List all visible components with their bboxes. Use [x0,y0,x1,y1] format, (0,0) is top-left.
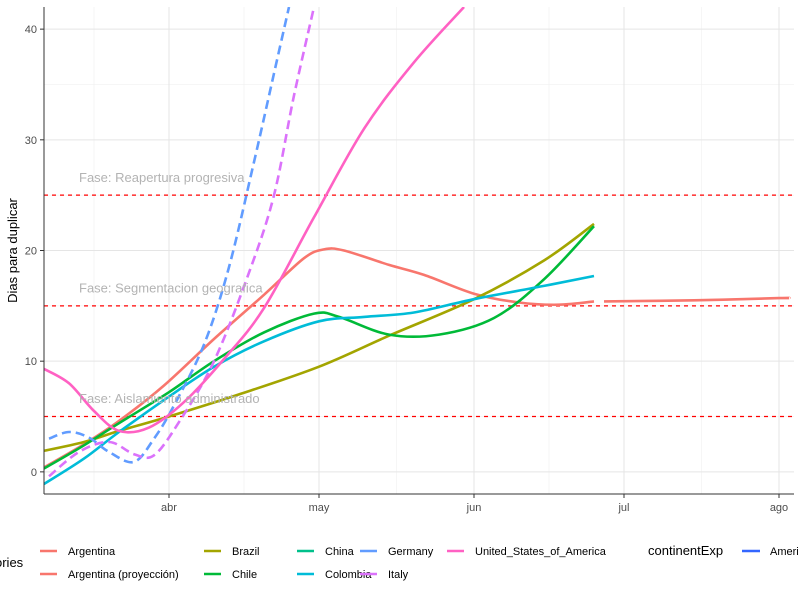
legend-item: Argentina (proyección) [40,569,179,581]
legend-label: Italy [388,569,409,581]
legend-item: Colombia [297,569,372,581]
y-tick-label: 0 [31,467,37,479]
y-axis-title: Dias para duplicar [5,197,20,302]
legend-label: United_States_of_America [475,546,607,558]
series-line-brazil [44,222,595,453]
axes: 0 10 20 30 40 abr may jun jul ago [25,7,794,514]
series-line-united-states-of-america [44,7,465,434]
y-tick-label: 40 [25,24,37,36]
legend-label: Argentina [68,546,116,558]
grid [44,7,794,494]
series-line-italy [48,7,316,478]
series-line-chile [44,225,595,470]
legend-item: Ameri [742,546,799,558]
series-line-colombia [44,274,595,486]
legend-item: Germany [360,546,434,558]
x-tick-label: ago [770,502,788,514]
legend-item: China [297,546,355,558]
y-tick-label: 20 [25,246,37,258]
legend-title: ories [0,555,24,570]
legend-item: Argentina [40,546,116,558]
series-layer [44,7,791,486]
y-tick-label: 10 [25,356,37,368]
reference-label: Fase: Aislamiento administrado [79,391,260,406]
legend-label: Chile [232,569,257,581]
legend: ories Argentina Argentina (proyección) Braz… [0,543,799,581]
legend-label: Germany [388,546,434,558]
series-line-argentina-proyecci-n [603,296,791,303]
y-tick-label: 30 [25,135,37,147]
x-tick-label: jun [466,502,482,514]
legend-label: Argentina (proyección) [68,569,179,581]
legend-item: Chile [204,569,257,581]
legend-title-2: continentExp [648,543,723,558]
x-tick-label: may [309,502,330,514]
x-tick-label: jul [617,502,629,514]
legend-label: China [325,546,355,558]
legend-item: Brazil [204,546,260,558]
legend-label: Brazil [232,546,260,558]
legend-label: Ameri [770,546,799,558]
legend-item: Italy [360,569,409,581]
series-line-germany [48,7,291,464]
legend-label: Colombia [325,569,372,581]
reference-label: Fase: Reapertura progresiva [79,170,245,185]
reference-lines [44,194,794,418]
reference-label: Fase: Segmentacion geografica [79,281,263,296]
legend-item: United_States_of_America [447,546,607,558]
x-tick-label: abr [161,502,177,514]
series-line-argentina [44,247,595,469]
